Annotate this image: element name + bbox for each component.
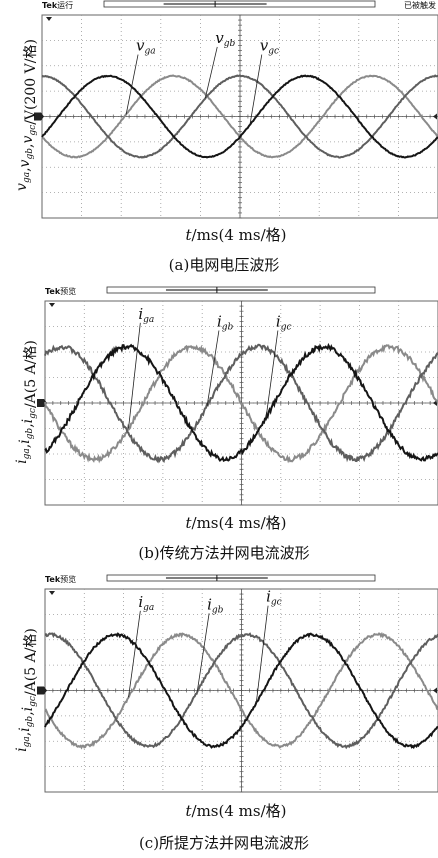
x-axis-label: t/ms(4 ms/格) — [186, 802, 287, 820]
series-label-leader — [128, 610, 141, 698]
trigger-level-icon — [433, 687, 437, 694]
series-label-i_gb: igb — [217, 313, 234, 333]
panel-a: Tek运行 已被触发 vga vgb vgc vga,vgb,vgc/V(200 V/格)… — [14, 0, 438, 274]
record-bar — [106, 286, 376, 294]
y-axis-label: iga,igb,igc/A(5 A/格) — [14, 340, 39, 464]
series-label-i_gc: igc — [266, 588, 282, 608]
panel-caption: (a)电网电压波形 — [169, 256, 280, 274]
series-label-leader — [249, 54, 263, 126]
series-label-i_gb: igb — [207, 595, 224, 615]
record-bar — [103, 0, 376, 8]
series-label-leader — [265, 330, 279, 418]
ground-marker-icon — [37, 399, 47, 407]
x-axis-label: t/ms(4 ms/格) — [186, 514, 287, 532]
trigger-marker-icon — [49, 591, 55, 595]
series-label-leader — [204, 46, 218, 99]
scope-status-left: Tek预览 — [45, 574, 76, 584]
trigger-marker-icon — [49, 303, 55, 307]
scope-status-left: Tek运行 — [42, 0, 73, 10]
panel-b: Tek预览 iga igb igc iga,igb,igc/A(5 A/格) t/ms(4… — [14, 286, 438, 562]
y-axis-label: vga,vgb,vgc/V(200 V/格) — [14, 39, 39, 191]
series-label-leader — [206, 330, 220, 406]
panel-caption: (b)传统方法并网电流波形 — [138, 544, 309, 562]
series-label-v_gb: vgb — [215, 29, 235, 49]
trigger-level-icon — [433, 400, 437, 406]
series-label-leader — [255, 605, 269, 704]
series-label-i_ga: iga — [138, 305, 154, 325]
series-label-leader — [125, 54, 139, 115]
series-v_gc-line — [41, 74, 438, 159]
trigger-marker-icon — [46, 17, 52, 21]
panel-caption: (c)所提方法并网电流波形 — [139, 834, 309, 852]
trigger-level-icon — [433, 113, 437, 120]
series-i_gb-line — [44, 343, 438, 464]
series-label-v_ga: vga — [136, 37, 156, 57]
series-i_gc-line — [44, 632, 438, 750]
ground-marker-icon — [37, 686, 47, 695]
series-label-v_gc: vgc — [260, 37, 279, 57]
series-i_ga-line — [44, 344, 438, 464]
x-axis-label: t/ms(4 ms/格) — [186, 226, 287, 244]
record-bar — [106, 574, 376, 582]
panel-c: Tek预览 iga igb igc iga,igb,igc/A(5 A/格) t/ms(4… — [14, 574, 438, 852]
series-label-leader — [196, 613, 210, 692]
series-label-i_ga: iga — [138, 593, 154, 613]
scope-status-right: 已被触发 — [404, 0, 436, 10]
series-i_gb-line — [44, 632, 438, 750]
series-label-i_gc: igc — [276, 313, 292, 333]
series-i_ga-line — [44, 631, 438, 750]
scope-status-left: Tek预览 — [45, 286, 76, 296]
series-label-leader — [128, 322, 141, 429]
y-axis-label: iga,igb,igc/A(5 A/格) — [14, 628, 39, 752]
series-i_gc-line — [44, 342, 438, 463]
ground-marker-icon — [34, 112, 44, 121]
